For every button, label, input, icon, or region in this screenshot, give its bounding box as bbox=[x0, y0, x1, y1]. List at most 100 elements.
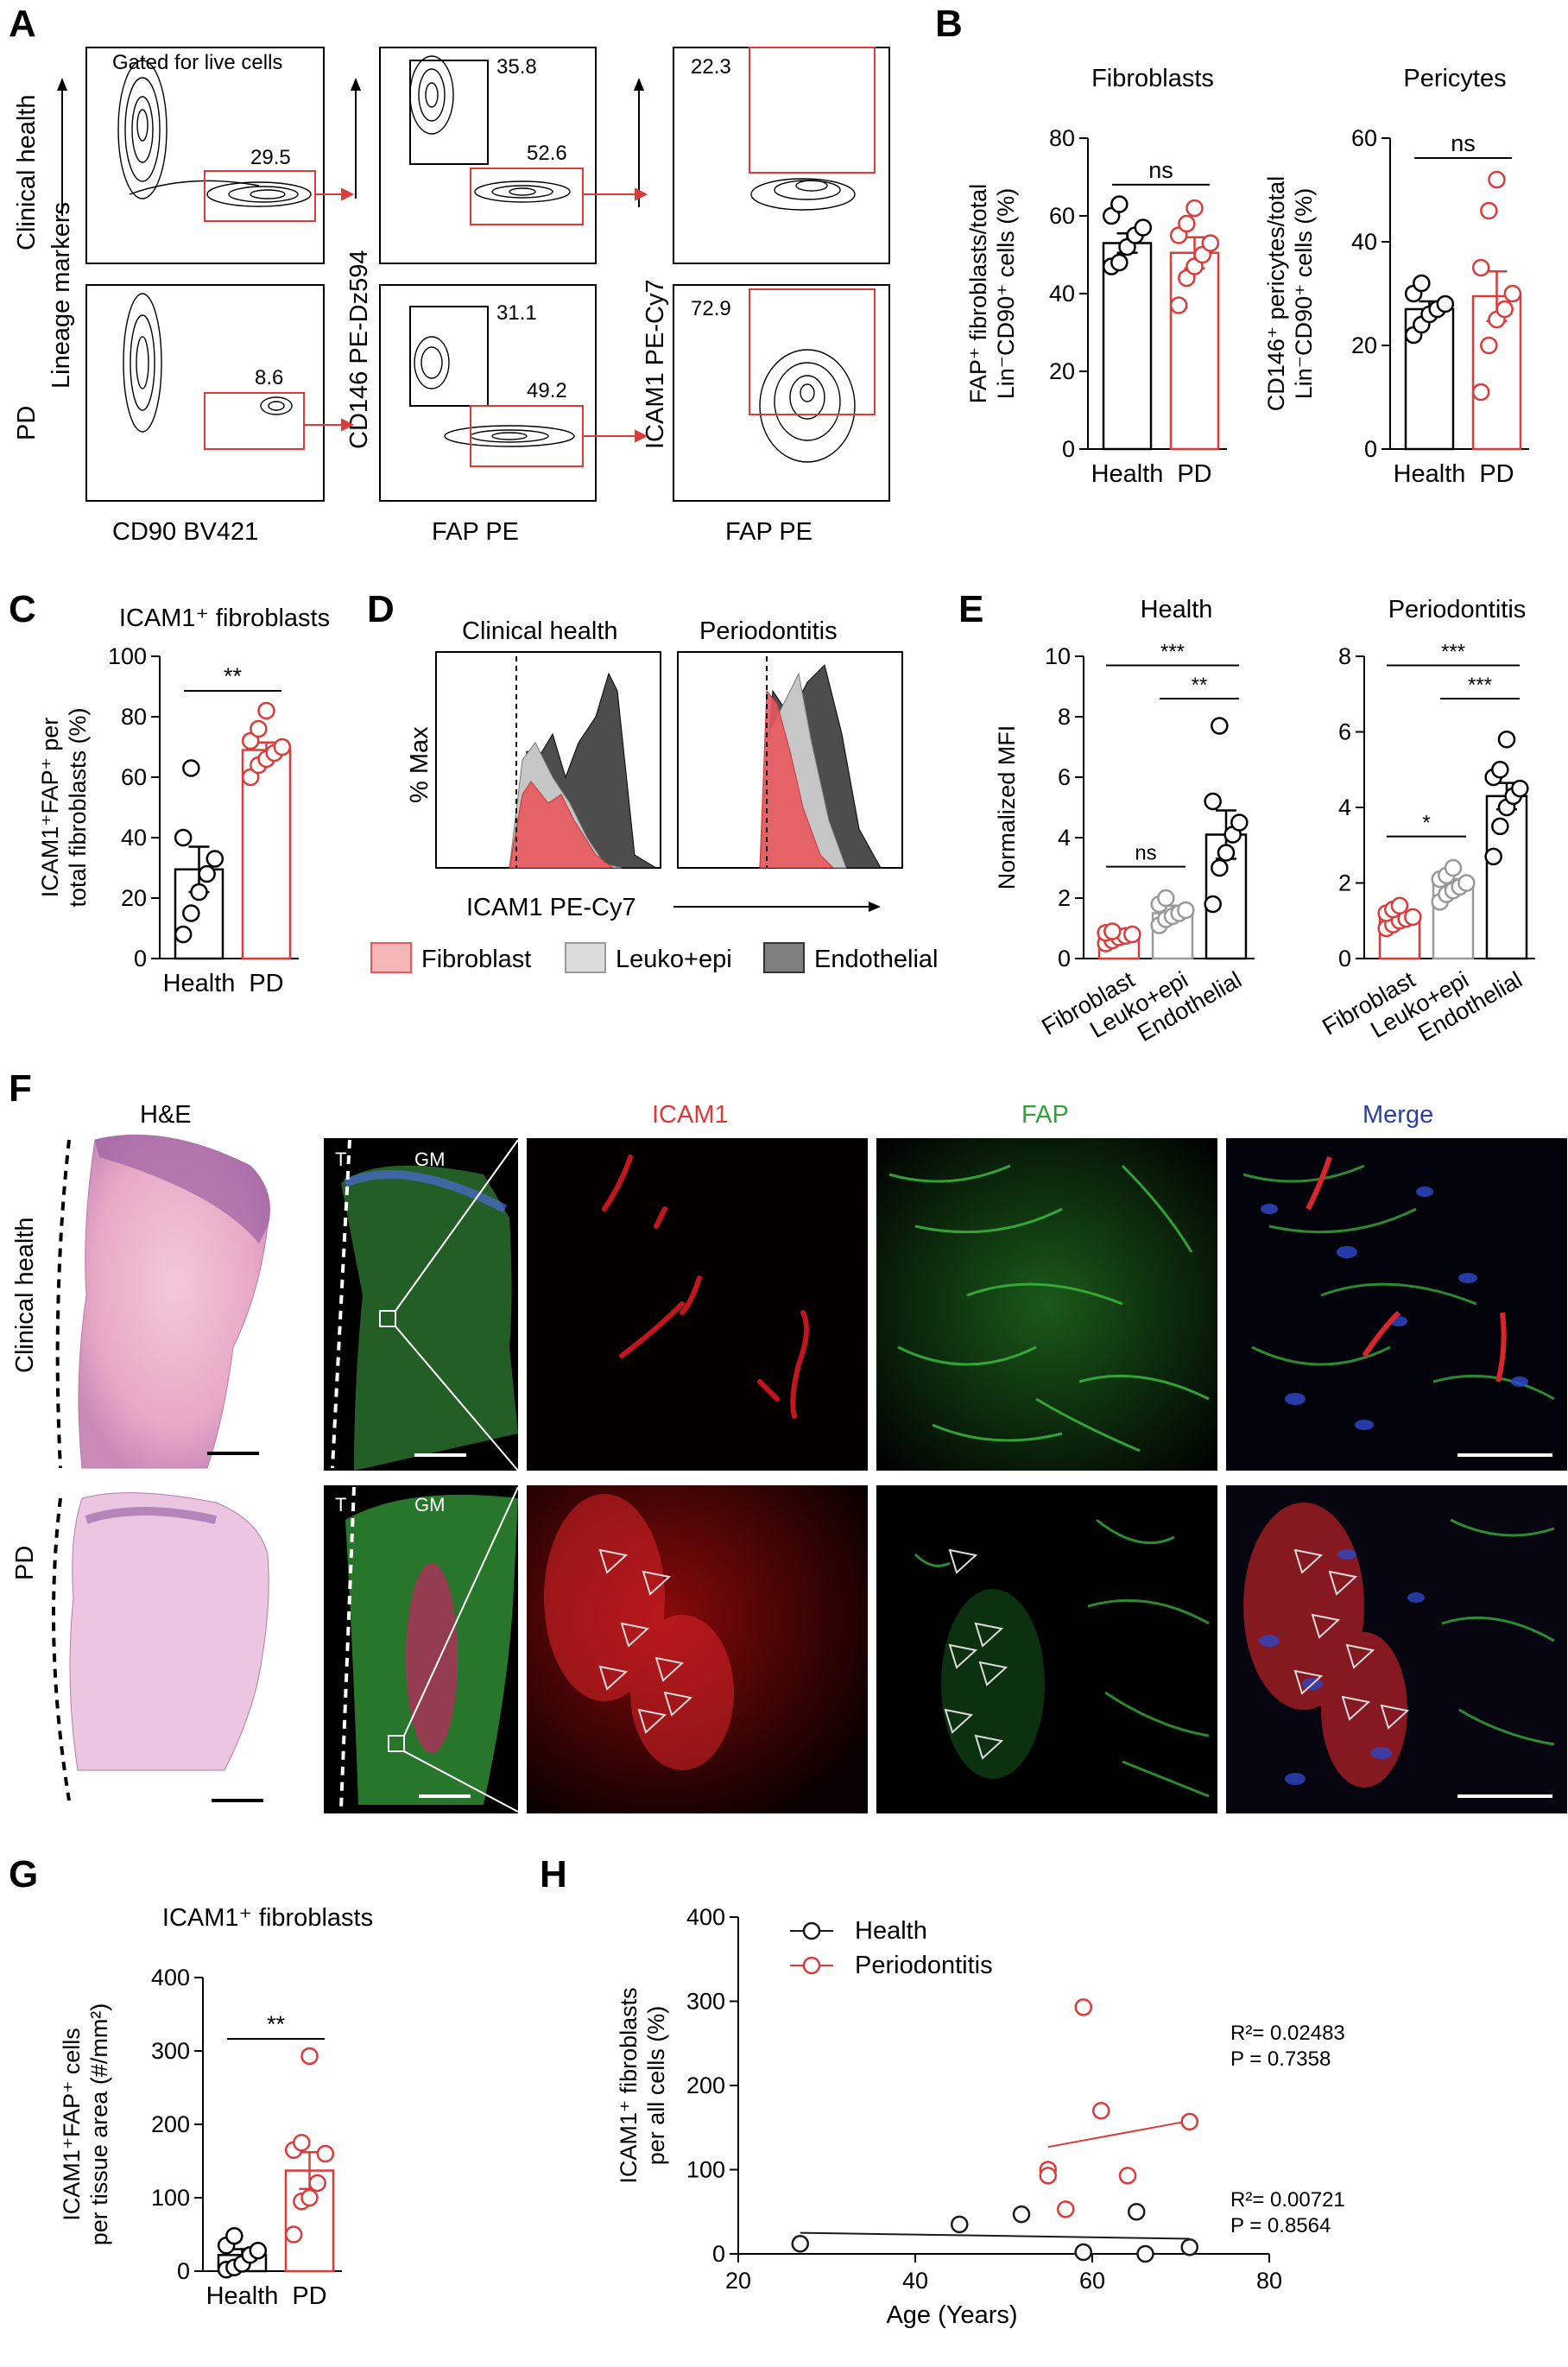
category-label: PD bbox=[1177, 460, 1211, 488]
data-point bbox=[1178, 214, 1196, 233]
y-tick-label: 2 bbox=[1338, 870, 1351, 896]
chart-title: Pericytes bbox=[1403, 65, 1506, 92]
y-tick-label: 6 bbox=[1058, 764, 1071, 790]
arrowhead-icon bbox=[620, 1622, 650, 1648]
flow-plot-health-2 bbox=[379, 47, 597, 264]
arrowhead-icon bbox=[1328, 1570, 1358, 1596]
data-point bbox=[1177, 901, 1195, 920]
data-point bbox=[1471, 383, 1490, 402]
d-ylabel: % Max bbox=[406, 726, 433, 803]
gate-value-p2: 31.1 bbox=[496, 301, 537, 325]
category-label: Health bbox=[163, 970, 236, 997]
gated-text: Gated for live cells bbox=[112, 51, 282, 74]
sig-label: *** bbox=[1468, 674, 1492, 697]
p-label: P = 0.7358 bbox=[1230, 2047, 1331, 2071]
data-point bbox=[1201, 234, 1220, 252]
data-point bbox=[1484, 847, 1502, 866]
data-point bbox=[293, 2134, 311, 2152]
f-tag-t-pd: T bbox=[335, 1494, 346, 1516]
data-point bbox=[1134, 218, 1153, 237]
x-axis-label: Age (Years) bbox=[886, 2301, 1017, 2329]
x-tick-label: 80 bbox=[1256, 2268, 1282, 2294]
panel-label-e: E bbox=[958, 588, 983, 630]
y-tick-label: 2 bbox=[1058, 885, 1071, 911]
y-tick-label: 6 bbox=[1338, 719, 1351, 745]
data-point bbox=[1511, 779, 1529, 798]
flow-plot-health-3 bbox=[673, 47, 890, 264]
arrowhead-icon bbox=[598, 1548, 629, 1574]
data-point bbox=[182, 904, 200, 922]
data-point bbox=[1136, 2244, 1154, 2263]
y-tick-label: 8 bbox=[1338, 643, 1351, 669]
data-point bbox=[1039, 2167, 1057, 2185]
arrowhead-icon bbox=[1311, 1613, 1341, 1639]
data-point bbox=[1211, 858, 1229, 877]
chart-title: Fibroblasts bbox=[1091, 65, 1214, 92]
fit-line bbox=[1047, 2119, 1190, 2149]
arrowhead-icon bbox=[642, 1570, 672, 1596]
chart-title: ICAM1⁺ fibroblasts bbox=[162, 1904, 373, 1932]
data-point bbox=[205, 850, 224, 868]
panel-label-h: H bbox=[540, 1853, 567, 1895]
data-point bbox=[1204, 792, 1222, 811]
data-point bbox=[1495, 300, 1514, 319]
arrowhead-icon bbox=[1380, 1704, 1410, 1730]
gate-value-p3: 49.2 bbox=[527, 379, 567, 402]
y-tick-label: 10 bbox=[1045, 643, 1071, 669]
y-tick-label: 100 bbox=[686, 2157, 725, 2183]
if-fap-health bbox=[876, 1138, 1217, 1471]
legend-label: Health bbox=[855, 1917, 927, 1945]
sig-label: ** bbox=[267, 2011, 286, 2037]
y-tick-label: 400 bbox=[686, 1904, 725, 1930]
gate-value-p4: 72.9 bbox=[691, 297, 731, 320]
data-point bbox=[1128, 2203, 1146, 2221]
data-point bbox=[1110, 253, 1129, 272]
y-tick-label: 80 bbox=[1049, 125, 1075, 151]
sig-label: *** bbox=[1441, 641, 1465, 664]
x-tick-label: 40 bbox=[902, 2268, 928, 2294]
arrowhead-icon bbox=[974, 1734, 1004, 1760]
a-ylabel-cd146: CD146 PE-Dz594 bbox=[345, 250, 373, 450]
data-point bbox=[1118, 2167, 1137, 2185]
chart-C: ICAM1⁺ fibroblasts 0 20 40 60 80 100 ICAM1⁺FAP⁺… bbox=[37, 604, 330, 997]
data-point bbox=[1413, 274, 1431, 293]
d-legend-leuko: Leuko+epi bbox=[616, 946, 732, 973]
flow-plot-pd-2 bbox=[379, 284, 597, 502]
y-tick-label: 8 bbox=[1058, 704, 1071, 730]
data-point bbox=[1074, 2243, 1092, 2262]
panel-label-c: C bbox=[9, 588, 36, 630]
data-point bbox=[174, 925, 193, 944]
y-tick-label: 400 bbox=[151, 1965, 190, 1990]
data-point bbox=[1217, 844, 1236, 862]
y-axis-label: FAP⁺ fibroblasts/totalLin⁻CD90⁺ cells (%… bbox=[965, 184, 1019, 403]
arrowhead-icon bbox=[1293, 1669, 1324, 1695]
data-point bbox=[284, 2225, 303, 2244]
y-tick-label: 40 bbox=[1351, 229, 1377, 255]
x-tick-label: 20 bbox=[725, 2268, 751, 2294]
bar-charts: Fibroblasts 0 20 40 60 80 FAP⁺ fibroblasts/tot… bbox=[37, 65, 1535, 2310]
y-tick-label: 200 bbox=[151, 2111, 190, 2137]
y-tick-label: 40 bbox=[1049, 281, 1075, 307]
r2-label: R²= 0.02483 bbox=[1230, 2022, 1345, 2045]
y-tick-label: 4 bbox=[1338, 794, 1351, 820]
y-axis-label: ICAM1⁺FAP⁺ cellsper tissue area (#/mm²) bbox=[59, 2003, 112, 2246]
data-point bbox=[241, 731, 260, 750]
data-point bbox=[1436, 294, 1455, 313]
chart-E-periodontitis: Periodontitis02468FibroblastLeuko+epiEnd… bbox=[1318, 596, 1535, 1047]
y-tick-label: 0 bbox=[1364, 436, 1377, 462]
arrowhead-icon bbox=[978, 1661, 1008, 1687]
data-point bbox=[1404, 908, 1422, 927]
f-he-title: H&E bbox=[140, 1101, 192, 1129]
y-tick-label: 60 bbox=[1049, 203, 1075, 229]
y-axis-label: CD146⁺ pericytes/totalLin⁻CD90⁺ cells (%… bbox=[1263, 176, 1317, 411]
y-tick-label: 300 bbox=[151, 2038, 190, 2064]
y-tick-label: 20 bbox=[121, 885, 147, 911]
data-point bbox=[182, 759, 200, 777]
y-tick-label: 4 bbox=[1058, 825, 1071, 851]
data-point bbox=[791, 2235, 809, 2253]
data-point bbox=[1491, 817, 1509, 836]
panel-f: H&E ICAM1 FAP Merge Clinical health PD T… bbox=[11, 1101, 1567, 1813]
data-point bbox=[300, 2188, 319, 2207]
data-point bbox=[257, 701, 275, 720]
data-point bbox=[1180, 2237, 1198, 2256]
